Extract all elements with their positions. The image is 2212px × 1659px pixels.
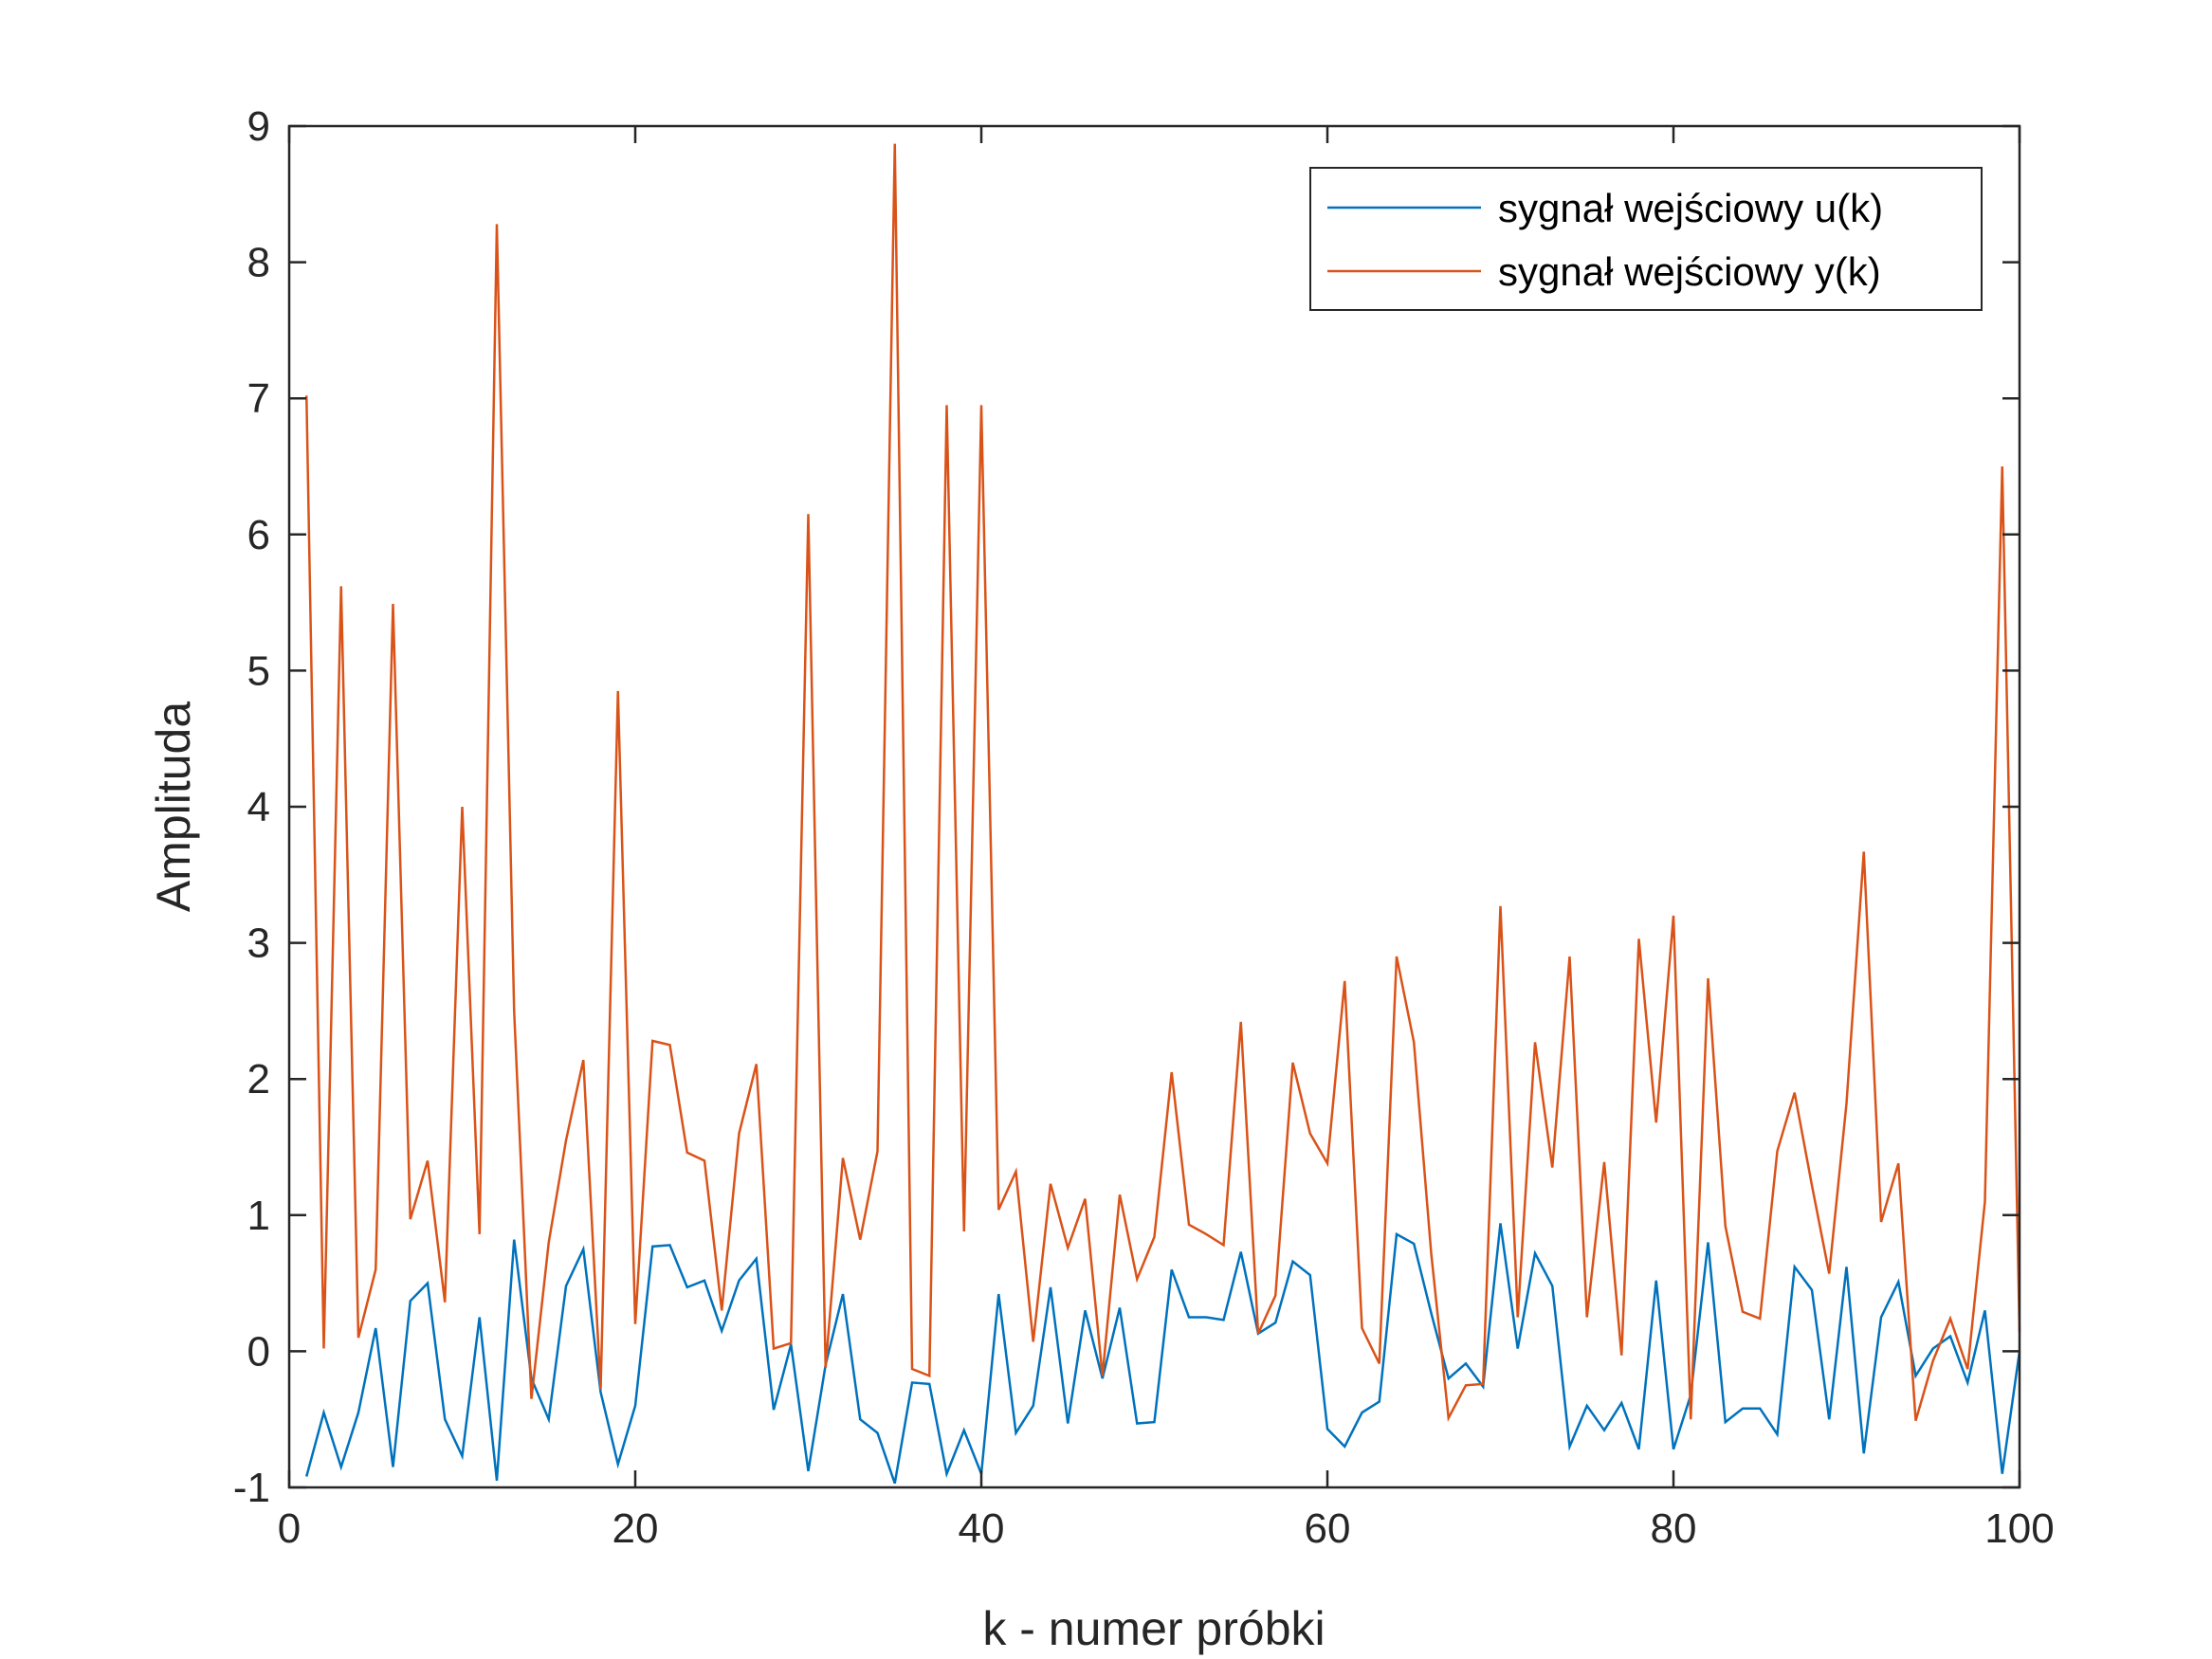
series-line-0 — [305, 1223, 2021, 1485]
y-tick-label: 2 — [247, 1056, 270, 1103]
x-tick-label: 60 — [1305, 1505, 1351, 1552]
x-axis-label: k - numer próbki — [982, 1602, 1325, 1655]
legend: sygnał wejściowy u(k) sygnał wejściowy y… — [1309, 167, 1983, 311]
y-tick-label: 0 — [247, 1328, 270, 1375]
y-tick-label: 6 — [247, 512, 270, 558]
y-tick-label: 3 — [247, 921, 270, 967]
plot-area — [289, 126, 2020, 1487]
legend-label-y: sygnał wejściowy y(k) — [1498, 249, 1881, 294]
x-tick-label: 40 — [959, 1505, 1005, 1552]
y-tick-label: 5 — [247, 647, 270, 694]
y-tick-label: -1 — [233, 1465, 270, 1511]
x-tick-label: 20 — [612, 1505, 659, 1552]
y-tick-label: 9 — [247, 103, 270, 150]
legend-label-u: sygnał wejściowy u(k) — [1498, 186, 1883, 230]
y-tick-label: 8 — [247, 240, 270, 286]
y-axis-label: Amplituda — [147, 702, 200, 913]
y-tick-label: 1 — [247, 1193, 270, 1239]
x-tick-label: 0 — [278, 1505, 301, 1552]
x-tick-label: 100 — [1984, 1505, 2054, 1552]
y-tick-label: 4 — [247, 784, 270, 830]
x-tick-label: 80 — [1651, 1505, 1697, 1552]
series-line-1 — [305, 143, 2021, 1422]
y-tick-label: 7 — [247, 375, 270, 422]
legend-box — [1309, 167, 1983, 311]
series-layer — [305, 143, 2021, 1485]
